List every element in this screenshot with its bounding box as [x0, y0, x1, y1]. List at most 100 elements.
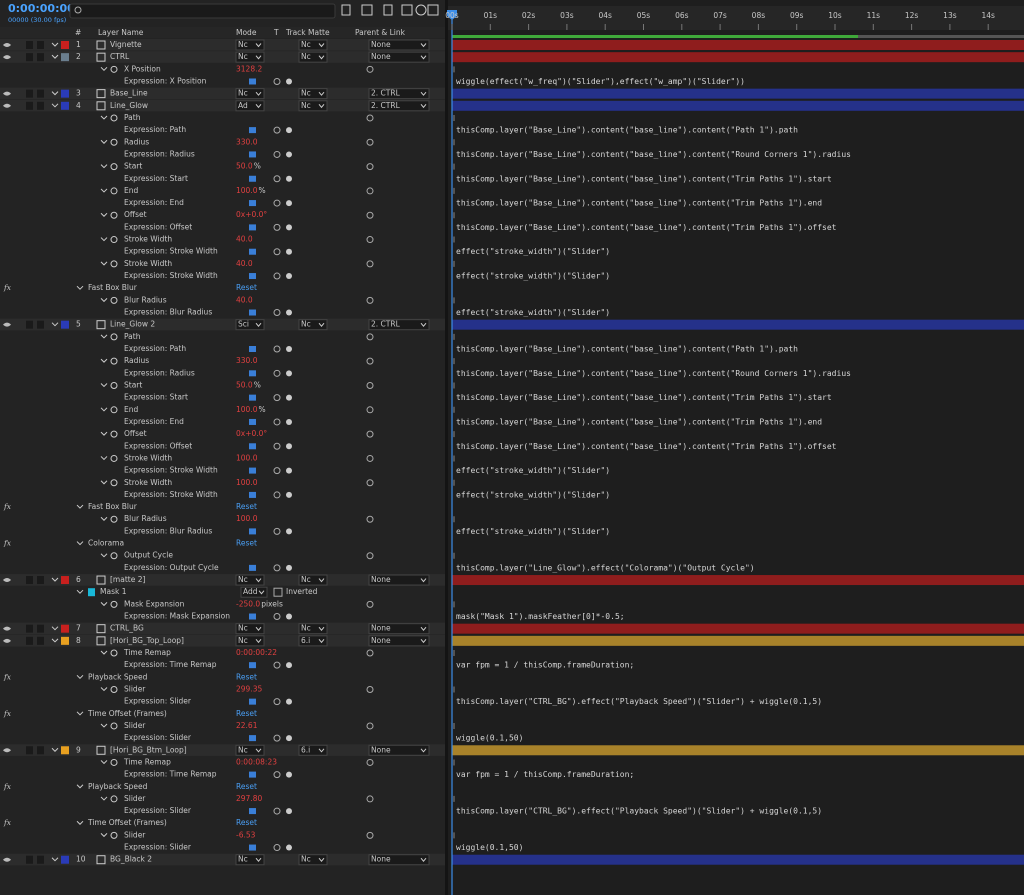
layer-bar[interactable] [452, 319, 1024, 330]
expression-menu[interactable] [286, 467, 292, 474]
expression-code[interactable]: thisComp.layer("Base_Line").content("bas… [456, 174, 832, 183]
pick-whip[interactable] [366, 831, 374, 839]
solo-box[interactable] [26, 41, 33, 49]
lock-box[interactable] [37, 855, 44, 864]
expression-code[interactable]: thisComp.layer("Base_Line").content("bas… [456, 417, 822, 426]
pick-whip[interactable] [366, 211, 374, 219]
expression-menu[interactable] [286, 418, 292, 425]
twirl[interactable] [51, 577, 59, 582]
mode-box[interactable] [235, 319, 265, 331]
expression-code[interactable]: var fpm = 1 / thisComp.frameDuration; [456, 661, 634, 670]
stopwatch[interactable] [110, 722, 118, 730]
mask-mode-box[interactable] [240, 586, 268, 598]
stopwatch[interactable] [110, 831, 118, 839]
expression-pickwhip[interactable] [273, 491, 281, 499]
stopwatch[interactable] [110, 552, 118, 560]
label-color[interactable] [61, 101, 69, 110]
property-value[interactable]: 297.80 [236, 794, 262, 803]
stopwatch[interactable] [110, 381, 118, 389]
mode-box[interactable] [235, 51, 265, 63]
property-value[interactable]: 40.0 [236, 235, 253, 244]
expression-pickwhip[interactable] [273, 126, 281, 134]
pick-whip[interactable] [366, 685, 374, 693]
expression-toggle[interactable] [249, 78, 256, 85]
layer-bar[interactable] [452, 745, 1024, 756]
expression-pickwhip[interactable] [273, 223, 281, 231]
track-matte-box[interactable] [298, 39, 328, 51]
expression-code[interactable]: effect("stroke_width")("Slider") [456, 308, 610, 317]
property-value[interactable]: 3128.2 [236, 64, 262, 73]
stopwatch[interactable] [110, 795, 118, 803]
icon[interactable] [383, 4, 393, 16]
stopwatch[interactable] [110, 236, 118, 244]
parent-box[interactable] [368, 319, 430, 331]
pick-whip[interactable] [366, 236, 374, 244]
stopwatch[interactable] [110, 600, 118, 608]
expression-code[interactable]: thisComp.layer("Base_Line").content("bas… [456, 393, 832, 402]
mode-box[interactable] [235, 39, 265, 51]
expression-toggle[interactable] [249, 151, 256, 158]
expression-menu[interactable] [286, 698, 292, 705]
layer-bar[interactable] [452, 88, 1024, 99]
layer-bar[interactable] [452, 40, 1024, 50]
effect-reset[interactable]: Reset [236, 782, 257, 791]
solo-box[interactable] [26, 89, 33, 98]
expression-toggle[interactable] [249, 528, 256, 535]
pick-whip[interactable] [366, 795, 374, 803]
expression-menu[interactable] [286, 528, 292, 535]
pick-whip[interactable] [366, 381, 374, 389]
expression-toggle[interactable] [249, 844, 256, 851]
twirl[interactable] [51, 626, 59, 631]
expression-pickwhip[interactable] [273, 661, 281, 669]
parent-box[interactable] [368, 574, 430, 586]
mode-box[interactable] [235, 623, 265, 635]
property-value[interactable]: 50.0 [236, 162, 253, 171]
mode-box[interactable] [235, 88, 265, 100]
expression-pickwhip[interactable] [273, 771, 281, 779]
property-value[interactable]: 299.35 [236, 684, 262, 693]
solo-box[interactable] [26, 636, 33, 645]
icon[interactable] [401, 4, 413, 16]
label-color[interactable] [61, 576, 69, 585]
pick-whip[interactable] [366, 758, 374, 766]
pick-whip[interactable] [366, 552, 374, 560]
lock-box[interactable] [37, 624, 44, 633]
label-color[interactable] [61, 53, 69, 62]
layer-name[interactable]: BG_Black 2 [110, 855, 152, 864]
expression-toggle[interactable] [249, 564, 256, 571]
expression-code[interactable]: effect("stroke_width")("Slider") [456, 247, 610, 256]
expression-menu[interactable] [286, 735, 292, 742]
effect-reset[interactable]: Reset [236, 283, 257, 292]
twirl[interactable] [51, 54, 59, 59]
lock-box[interactable] [37, 41, 44, 49]
expression-code[interactable]: thisComp.layer("Base_Line").content("bas… [456, 199, 822, 208]
expression-code[interactable]: thisComp.layer("CTRL_BG").effect("Playba… [456, 697, 822, 706]
expression-pickwhip[interactable] [273, 698, 281, 706]
parent-box[interactable] [368, 51, 430, 63]
expression-pickwhip[interactable] [273, 844, 281, 852]
expression-code[interactable]: thisComp.layer("CTRL_BG").effect("Playba… [456, 807, 822, 816]
property-value[interactable]: 0:00:00:22 [236, 648, 277, 657]
expression-code[interactable]: thisComp.layer("Base_Line").content("bas… [456, 126, 798, 135]
property-value[interactable]: 0:00:08:23 [236, 757, 277, 766]
mode-box[interactable] [235, 744, 265, 756]
parent-box[interactable] [368, 39, 430, 51]
expression-code[interactable]: effect("stroke_width")("Slider") [456, 272, 610, 281]
expression-code[interactable]: wiggle(effect("w_freq")("Slider"),effect… [456, 77, 745, 86]
stopwatch[interactable] [110, 114, 118, 122]
track-matte-box[interactable] [298, 319, 328, 331]
twirl[interactable] [51, 42, 59, 47]
pick-whip[interactable] [366, 357, 374, 365]
expression-menu[interactable] [286, 151, 292, 158]
track-matte-box[interactable] [298, 623, 328, 635]
expression-toggle[interactable] [249, 771, 256, 778]
stopwatch[interactable] [110, 138, 118, 146]
label-color[interactable] [61, 746, 69, 755]
property-value[interactable]: -6.53 [236, 830, 256, 839]
layer-bar[interactable] [452, 100, 1024, 111]
pick-whip[interactable] [366, 138, 374, 146]
expression-toggle[interactable] [249, 309, 256, 316]
expression-menu[interactable] [286, 78, 292, 85]
expression-code[interactable]: thisComp.layer("Base_Line").content("bas… [456, 150, 851, 159]
twirl[interactable] [51, 103, 59, 108]
